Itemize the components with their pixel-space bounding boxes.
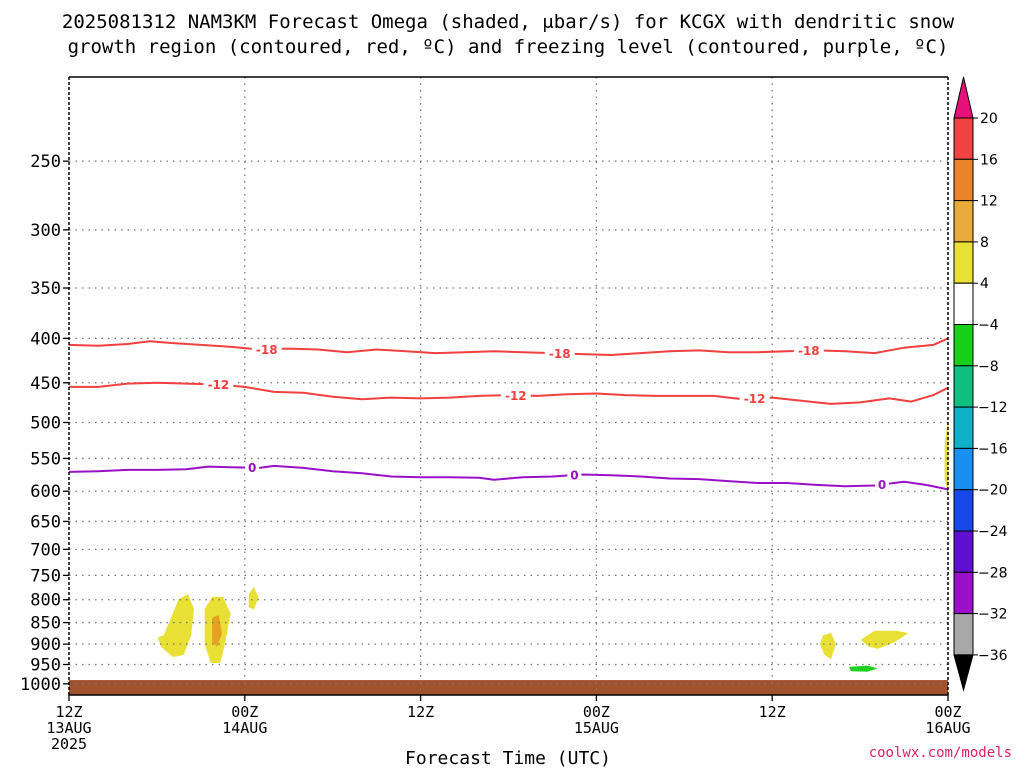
contour-label-0-2: 0 <box>878 478 886 492</box>
colorbar-bin-3 <box>953 241 974 284</box>
colorbar-bin-9 <box>953 489 974 532</box>
colorbar-tick-label-3: 8 <box>980 235 989 251</box>
colorbar-bin-12 <box>953 613 974 656</box>
contour-label--18-2: -18 <box>798 344 820 358</box>
colorbar-bin-10 <box>953 530 974 573</box>
colorbar-tick-label-8: −16 <box>978 441 1008 457</box>
y-tick-label-850: 850 <box>30 614 61 634</box>
colorbar-tick-label-9: −20 <box>978 483 1008 499</box>
x-tick-label-36-2: 15AUG <box>574 719 619 737</box>
colorbar-tick-label-4: 4 <box>980 276 989 292</box>
y-tick-label-650: 650 <box>30 512 61 532</box>
contour-label-bg <box>567 468 582 483</box>
credit-link[interactable]: coolwx.com/models <box>869 745 1012 761</box>
omega-region-3 <box>248 587 259 610</box>
y-tick-label-950: 950 <box>30 656 61 676</box>
colorbar-top-triangle <box>953 76 974 119</box>
contour-label-0-1: 0 <box>570 469 578 483</box>
x-tick-label-60-2: 16AUG <box>925 719 970 737</box>
terrain-fill <box>69 680 948 695</box>
y-tick-label-900: 900 <box>30 635 61 655</box>
colorbar-tick-label-7: −12 <box>978 400 1008 416</box>
omega-region-0 <box>157 594 194 657</box>
x-tick-label-12-1: 00Z <box>231 703 258 721</box>
contour-label--12-2: -12 <box>744 392 766 406</box>
y-tick-label-350: 350 <box>30 279 61 299</box>
colorbar-bin-4 <box>953 282 974 326</box>
x-tick-label-24-1: 12Z <box>407 703 434 721</box>
chart-title-line2: growth region (contoured, red, ºC) and f… <box>68 36 949 58</box>
colorbar-bin-8 <box>953 447 974 491</box>
y-tick-label-700: 700 <box>30 540 61 560</box>
colorbar-tick-label-5: −4 <box>978 318 999 334</box>
colorbar-bin-11 <box>953 571 974 615</box>
contour-label-bg <box>793 343 824 358</box>
colorbar-tick-label-2: 12 <box>980 194 998 210</box>
contour-label-bg <box>203 377 234 392</box>
omega-region-4 <box>820 633 836 659</box>
colorbar-bin-6 <box>953 365 974 408</box>
x-tick-label-0-3: 2025 <box>51 735 87 753</box>
y-tick-label-750: 750 <box>30 566 61 586</box>
y-tick-label-600: 600 <box>30 482 61 502</box>
contour-label-0-0: 0 <box>248 461 256 475</box>
colorbar-tick-label-12: −32 <box>978 607 1008 623</box>
colorbar-bin-0 <box>953 117 974 160</box>
colorbar-tick-label-0: 20 <box>980 111 998 127</box>
colorbar-tick-label-6: −8 <box>978 359 999 375</box>
contour-label-bg <box>875 477 890 492</box>
colorbar: 20 16 12 8 4 −4 −8 −12 −16 −20 −24 −28 −32 −36 <box>953 76 1008 692</box>
contour-label-bg <box>251 342 282 357</box>
colorbar-bin-2 <box>953 200 974 243</box>
colorbar-bin-7 <box>953 406 974 449</box>
colorbar-bottom-triangle <box>953 654 974 692</box>
contour-line-0 <box>68 464 949 491</box>
colorbar-tick-label-13: −36 <box>978 648 1008 664</box>
x-tick-label-48-1: 12Z <box>759 703 786 721</box>
contour-label-bg <box>739 391 770 406</box>
y-tick-label-550: 550 <box>30 449 61 469</box>
colorbar-bin-1 <box>953 158 974 202</box>
y-tick-label-300: 300 <box>30 221 61 241</box>
contour-label-bg <box>500 388 531 403</box>
contour-label--12-1: -12 <box>505 389 527 403</box>
x-tick-label-12-2: 14AUG <box>222 719 267 737</box>
colorbar-bin-5 <box>953 324 974 367</box>
chart-title-line1: 2025081312 NAM3KM Forecast Omega (shaded… <box>62 11 955 33</box>
omega-region-2 <box>212 615 222 647</box>
y-tick-label-250: 250 <box>30 152 61 172</box>
x-tick-label-60-1: 00Z <box>934 703 961 721</box>
colorbar-tick-label-1: 16 <box>980 152 998 168</box>
x-tick-label-0-2: 13AUG <box>46 719 91 737</box>
x-tick-label-0-1: 12Z <box>55 703 82 721</box>
omega-region-6 <box>849 665 877 672</box>
colorbar-tick-label-11: −28 <box>978 565 1008 581</box>
plot-area: -18 -18 -18 -12 -12 -12 0 0 0 250 300 350 400 450 500 5… <box>20 76 971 753</box>
contour-label-bg <box>245 460 260 475</box>
contour-label--12-0: -12 <box>208 378 230 392</box>
omega-region-5 <box>861 630 908 649</box>
y-tick-label-500: 500 <box>30 413 61 433</box>
contour-label--18-1: -18 <box>549 347 571 361</box>
x-axis-label: Forecast Time (UTC) <box>405 748 611 768</box>
x-tick-label-36-1: 00Z <box>583 703 610 721</box>
y-tick-label-800: 800 <box>30 591 61 611</box>
contour-label--18-0: -18 <box>256 343 278 357</box>
y-tick-label-1000: 1000 <box>20 675 61 695</box>
y-tick-label-400: 400 <box>30 329 61 349</box>
y-tick-label-450: 450 <box>30 374 61 394</box>
contour-label-bg <box>544 346 575 361</box>
colorbar-tick-label-10: −24 <box>978 524 1008 540</box>
